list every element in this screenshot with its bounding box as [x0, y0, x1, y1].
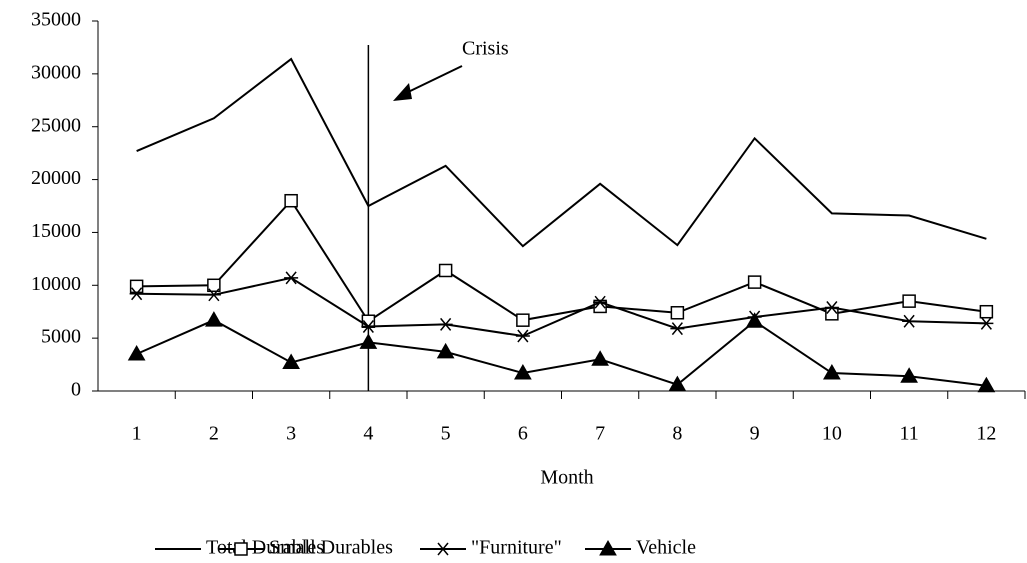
x-tick-label: 11 — [899, 423, 918, 445]
x-tick-label: 1 — [132, 423, 142, 445]
marker — [668, 375, 687, 392]
marker — [745, 312, 764, 328]
series-line — [136, 199, 987, 323]
marker — [359, 333, 378, 349]
series-line — [136, 57, 987, 248]
y-tick-label: 15000 — [31, 220, 81, 242]
marker — [670, 322, 685, 336]
marker — [902, 294, 916, 308]
legend-label: Vehicle — [636, 537, 696, 559]
marker — [206, 288, 221, 302]
annotation-text: Crisis — [462, 38, 509, 60]
y-tick-label: 30000 — [31, 61, 81, 83]
marker — [127, 344, 146, 361]
marker — [900, 367, 918, 383]
y-tick-label: 5000 — [41, 326, 81, 348]
x-tick-label: 5 — [441, 423, 451, 445]
x-tick-label: 9 — [750, 423, 760, 445]
marker — [593, 295, 608, 309]
marker — [515, 329, 530, 343]
marker — [234, 542, 248, 556]
marker — [438, 263, 453, 278]
marker — [823, 364, 841, 380]
marker — [438, 317, 453, 331]
marker — [436, 542, 450, 556]
marker — [979, 304, 994, 319]
marker — [361, 320, 376, 333]
marker — [205, 311, 223, 327]
y-tick-label: 25000 — [31, 114, 81, 136]
x-axis-label: Month — [540, 467, 593, 489]
x-tick-label: 4 — [363, 423, 373, 445]
x-tick-label: 8 — [672, 423, 682, 445]
x-tick-label: 12 — [976, 423, 996, 445]
marker — [824, 301, 839, 314]
marker — [207, 278, 221, 293]
legend-label: "Furniture" — [471, 537, 562, 559]
series-line — [136, 276, 987, 338]
y-tick-label: 0 — [71, 379, 81, 401]
x-tick-label: 2 — [209, 423, 219, 445]
y-tick-label: 20000 — [31, 167, 81, 189]
marker — [282, 353, 300, 369]
y-tick-label: 10000 — [31, 273, 81, 295]
marker — [129, 287, 144, 301]
x-tick-label: 10 — [822, 423, 842, 445]
x-tick-label: 6 — [518, 423, 528, 445]
legend-label: Small Durables — [269, 537, 393, 559]
marker — [670, 306, 685, 320]
marker — [977, 376, 996, 393]
marker — [516, 313, 530, 327]
marker — [436, 342, 455, 359]
marker — [129, 279, 144, 294]
annotation-arrowhead — [393, 83, 412, 101]
marker — [979, 316, 994, 330]
marker — [902, 314, 917, 328]
marker — [284, 271, 299, 285]
marker — [284, 193, 298, 208]
marker — [591, 350, 609, 366]
x-tick-label: 7 — [595, 423, 605, 445]
marker — [747, 275, 762, 289]
marker — [825, 307, 839, 321]
x-tick-label: 3 — [286, 423, 296, 445]
y-tick-label: 35000 — [31, 9, 81, 31]
marker — [599, 539, 617, 556]
annotation-arrow — [403, 65, 463, 95]
series-line — [136, 319, 987, 387]
marker — [514, 364, 532, 380]
